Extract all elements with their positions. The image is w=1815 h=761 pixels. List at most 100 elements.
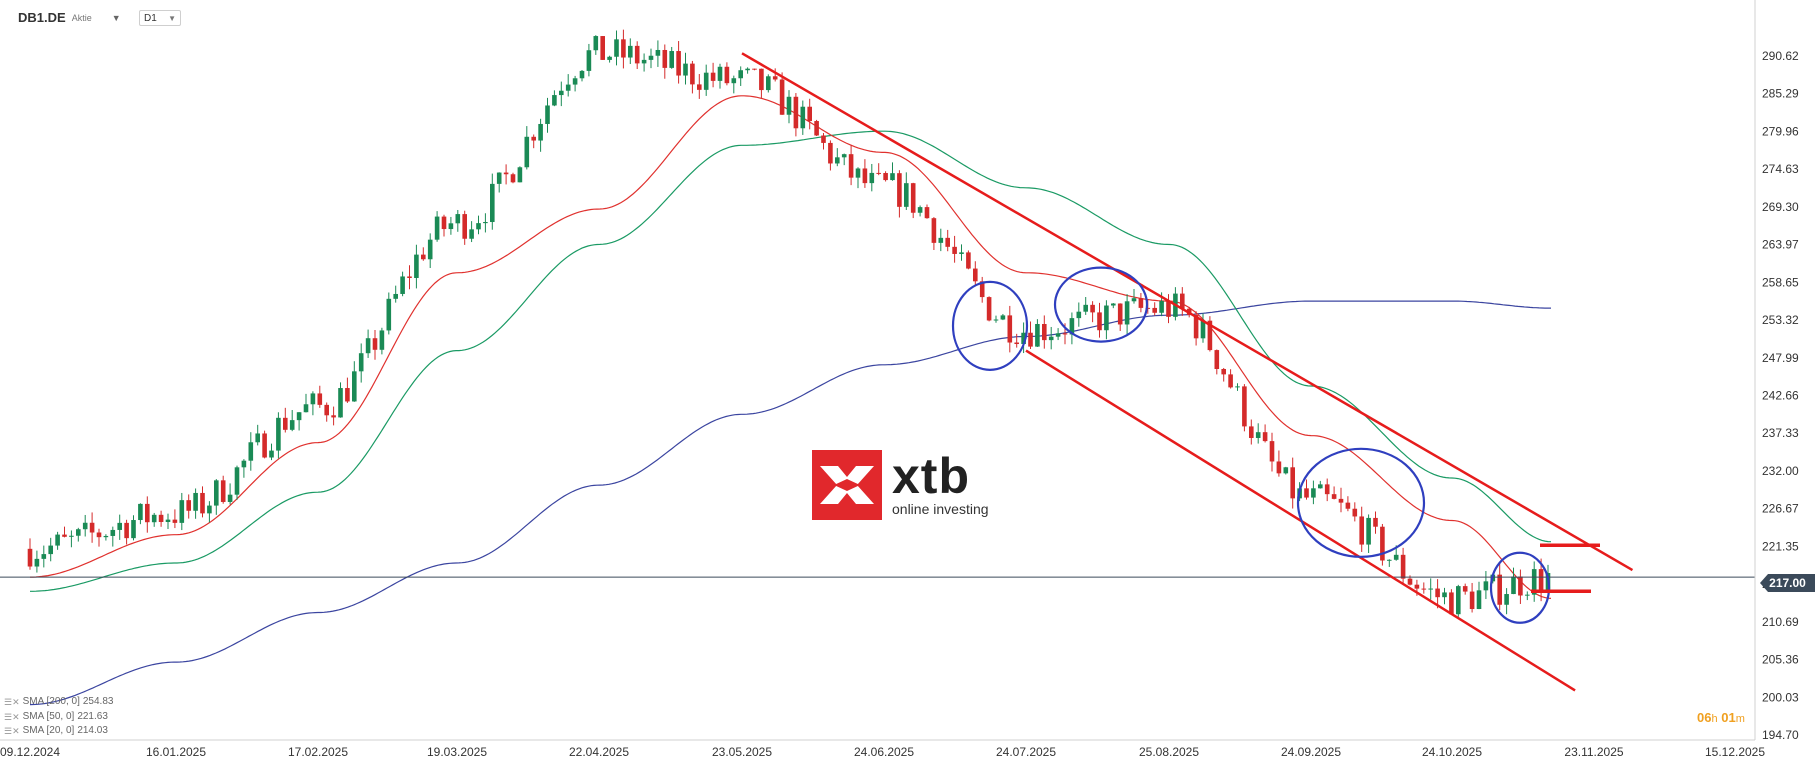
candle-body bbox=[1076, 311, 1082, 319]
candle-body bbox=[979, 281, 985, 298]
candle-body bbox=[683, 63, 688, 76]
candle-body bbox=[717, 66, 723, 81]
candle-body bbox=[1035, 323, 1040, 347]
candle-body bbox=[766, 76, 771, 91]
candle-body bbox=[27, 548, 33, 567]
chart-header: DB1.DE Aktie ▼ bbox=[18, 10, 121, 25]
indicator-value: 254.83 bbox=[82, 696, 114, 707]
x-tick-label: 15.12.2025 bbox=[1705, 745, 1765, 759]
candle-body bbox=[227, 494, 233, 502]
candle-body bbox=[200, 492, 205, 514]
candle-body bbox=[973, 268, 978, 282]
candle-body bbox=[379, 330, 385, 350]
candle-body bbox=[172, 519, 178, 523]
candle-body bbox=[1338, 498, 1344, 503]
candle-body bbox=[931, 218, 937, 243]
candle-body bbox=[393, 293, 398, 299]
symbol-dropdown-icon[interactable]: ▼ bbox=[111, 12, 121, 23]
indicator-sma200[interactable]: ☰✕ SMA [200, 0] 254.83 bbox=[4, 695, 113, 710]
candle-body bbox=[986, 297, 992, 321]
candle-body bbox=[1442, 592, 1447, 598]
indicator-value: 221.63 bbox=[77, 710, 108, 722]
candle-body bbox=[655, 49, 661, 56]
indicator-sma20[interactable]: ☰✕ SMA [20, 0] 214.03 bbox=[4, 724, 113, 739]
timeframe-value: D1 bbox=[144, 12, 157, 24]
candle-body bbox=[1048, 336, 1054, 341]
candle-body bbox=[1359, 516, 1364, 545]
x-tick-label: 24.06.2025 bbox=[854, 745, 914, 759]
candle-body bbox=[1331, 494, 1337, 499]
candle-body bbox=[938, 237, 944, 243]
y-tick-label: 194.70 bbox=[1762, 728, 1799, 742]
candle-body bbox=[1393, 554, 1399, 560]
candle-body bbox=[862, 168, 868, 184]
candle-body bbox=[703, 72, 709, 90]
list-icon: ☰✕ bbox=[4, 711, 20, 722]
candle-body bbox=[1428, 588, 1433, 590]
y-tick-label: 242.66 bbox=[1762, 389, 1799, 403]
y-tick-label: 226.67 bbox=[1762, 502, 1799, 516]
candle-body bbox=[559, 90, 564, 96]
y-tick-label: 232.00 bbox=[1762, 464, 1799, 478]
y-tick-label: 221.35 bbox=[1762, 539, 1799, 553]
candle-body bbox=[807, 106, 812, 122]
candle-body bbox=[793, 96, 799, 129]
xtb-logo: xtb online investing bbox=[812, 450, 989, 520]
candle-body bbox=[641, 59, 647, 64]
candle-body bbox=[910, 183, 916, 213]
chevron-down-icon: ▼ bbox=[168, 13, 176, 23]
candle-body bbox=[772, 76, 778, 80]
drawing-annotations bbox=[0, 52, 1755, 692]
candle-body bbox=[82, 522, 88, 530]
candle-body bbox=[841, 154, 847, 158]
candle-body bbox=[1318, 484, 1323, 489]
candle-body bbox=[752, 68, 757, 70]
xtb-logo-mark bbox=[812, 450, 882, 520]
candle-body bbox=[917, 207, 923, 213]
candle-body bbox=[1262, 432, 1268, 442]
candle-body bbox=[1469, 591, 1475, 610]
timeframe-select[interactable]: D1 ▼ bbox=[139, 10, 181, 26]
candle-body bbox=[317, 393, 323, 405]
indicator-value: 214.03 bbox=[77, 725, 108, 736]
candle-body bbox=[634, 45, 640, 64]
countdown-minutes: 01 bbox=[1721, 710, 1736, 725]
logo-tagline: online investing bbox=[892, 501, 989, 517]
candle-body bbox=[1414, 584, 1420, 589]
list-icon: ☰✕ bbox=[4, 726, 20, 736]
candle-body bbox=[117, 522, 122, 530]
candle-body bbox=[1483, 581, 1489, 591]
candle-body bbox=[1366, 517, 1371, 545]
candle-body bbox=[1387, 559, 1392, 561]
candle-body bbox=[1518, 576, 1523, 596]
candle-body bbox=[138, 503, 143, 521]
candle-body bbox=[1373, 517, 1378, 527]
candle-body bbox=[62, 534, 67, 537]
candle-body bbox=[1352, 508, 1358, 517]
candle-body bbox=[407, 276, 412, 278]
candle-body bbox=[600, 36, 605, 60]
x-tick-label: 22.04.2025 bbox=[569, 745, 629, 759]
upper-trendline bbox=[741, 52, 1634, 572]
candle-body bbox=[1083, 304, 1088, 312]
candle-body bbox=[490, 183, 495, 223]
candle-body bbox=[165, 519, 171, 522]
candle-body bbox=[800, 106, 806, 129]
sma200-line bbox=[29, 300, 1551, 706]
candle-body bbox=[124, 522, 129, 539]
candle-body bbox=[338, 388, 343, 418]
candle-body bbox=[1090, 304, 1095, 313]
candle-body bbox=[1476, 590, 1482, 610]
candle-body bbox=[41, 554, 47, 559]
candle-body bbox=[331, 415, 336, 418]
candle-body bbox=[131, 520, 136, 539]
x-mark-icon bbox=[820, 466, 874, 504]
candle-body bbox=[1028, 332, 1033, 347]
symbol-label[interactable]: DB1.DE bbox=[18, 10, 66, 25]
candle-body bbox=[697, 84, 702, 90]
y-tick-label: 200.03 bbox=[1762, 690, 1799, 704]
indicator-sma50[interactable]: ☰✕ SMA [50, 0] 221.63 bbox=[4, 710, 113, 725]
candle-body bbox=[959, 252, 964, 254]
